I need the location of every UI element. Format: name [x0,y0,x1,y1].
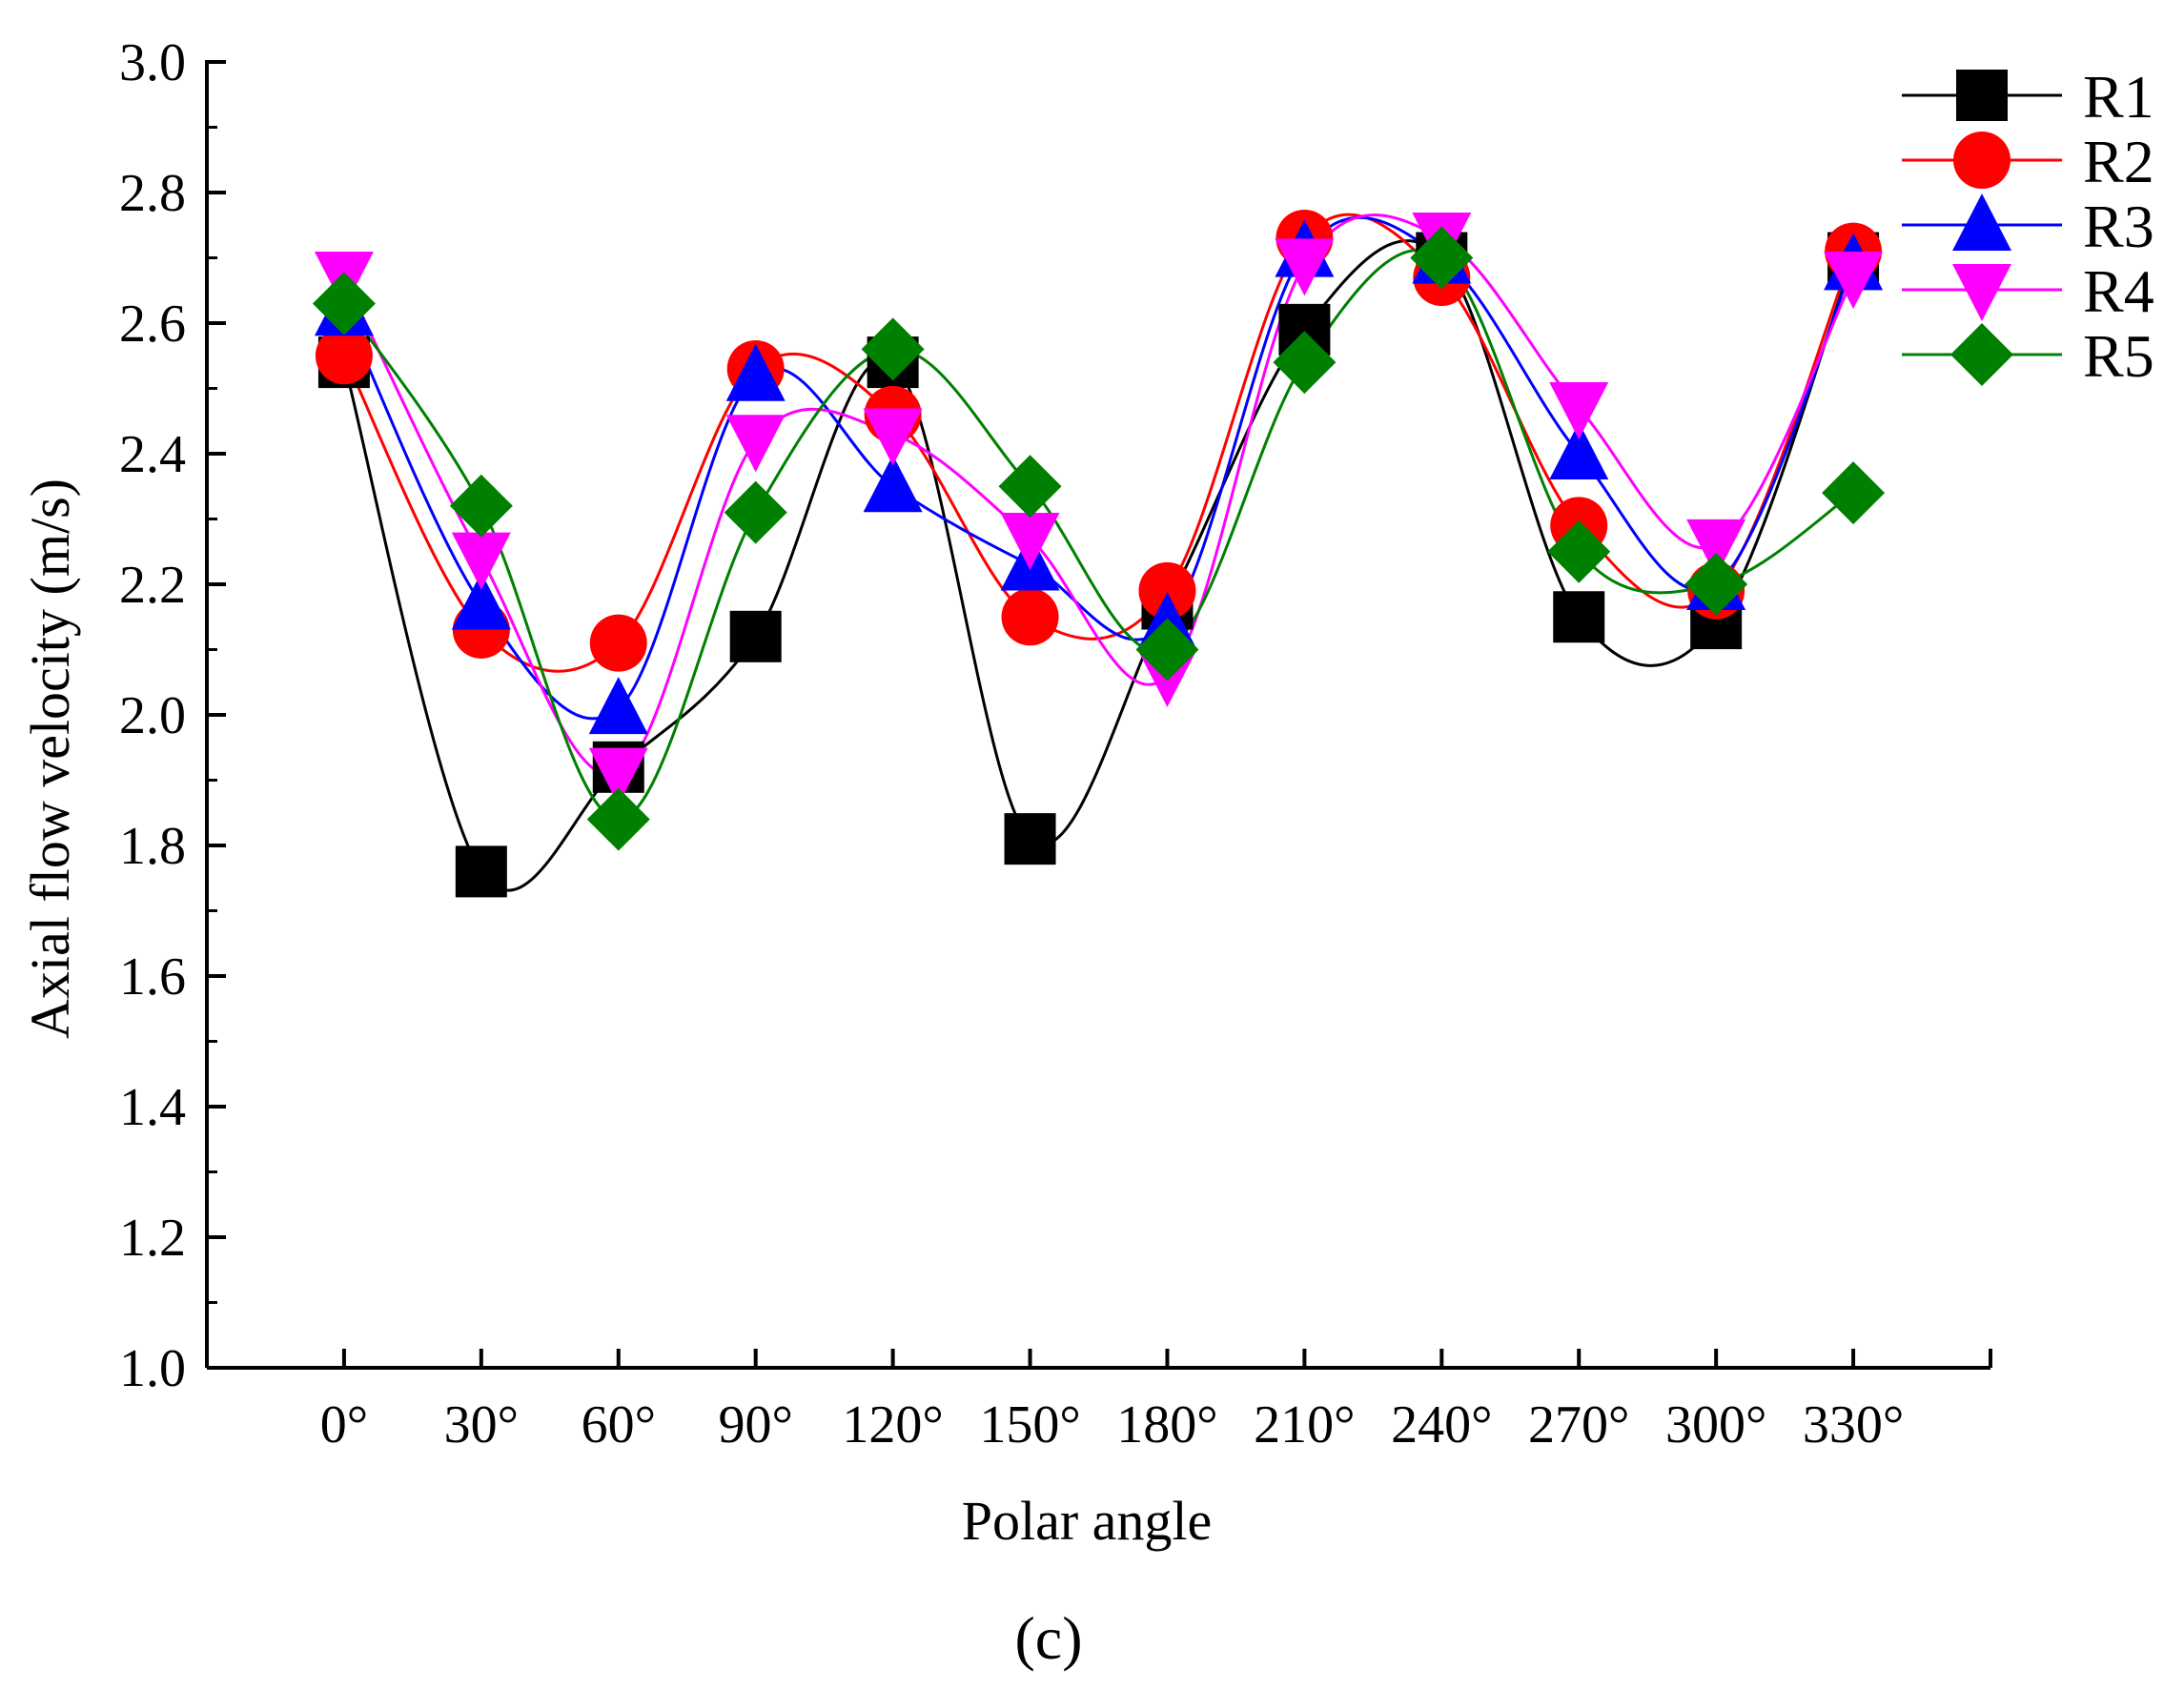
series-r4-curve [342,214,1855,777]
series-r5-point [586,787,650,851]
series-r1-point [1004,813,1056,865]
legend-r5-marker [1950,323,2013,386]
series-r3-point [725,343,786,401]
series-r5-point [1822,461,1886,525]
y-tick-label: 2.8 [119,164,186,223]
series-r4-point [1549,382,1609,440]
series-r5-point [1273,331,1337,395]
legend-r1-label: R1 [2083,63,2154,131]
legend-r2-marker [1953,132,2011,189]
series-r5-point [1547,519,1611,583]
x-tick-label: 180° [1116,1395,1217,1455]
x-tick-label: 120° [842,1395,943,1455]
series-r4-point [1824,252,1884,310]
x-tick-label: 270° [1528,1395,1629,1455]
series-r4-point [1275,238,1335,296]
series-curves [342,213,1855,892]
legend-r5-label: R5 [2083,322,2154,390]
x-tick-label: 240° [1391,1395,1492,1455]
series-r5-point [861,317,925,381]
legend-r4-marker [1952,264,2011,321]
series-r5-point [1135,618,1199,682]
x-axis-title: Polar angle [962,1490,1213,1552]
y-tick-label: 2.2 [119,556,186,615]
x-tick-label: 300° [1665,1395,1766,1455]
y-tick-label: 2.0 [119,686,186,745]
y-tick-label: 1.0 [119,1339,186,1398]
series-markers [312,209,1886,898]
legend-r4-label: R4 [2083,257,2154,325]
x-tick-label: 90° [718,1395,792,1455]
series-r4-point [1000,513,1060,571]
series-r3-point [1549,422,1609,479]
series-r5-point [449,474,513,538]
series-r2-point [1138,561,1196,620]
legend-r3-marker [1952,193,2011,251]
series-r5-point [312,272,376,336]
series-r5-point [724,480,787,544]
legend-r1-marker [1956,70,2008,121]
series-r5-point [998,455,1062,519]
series-r4-point [588,747,648,805]
y-tick-label: 1.4 [119,1078,186,1137]
series-r5-point [1410,226,1474,290]
series-r4-point [451,532,511,590]
y-tick-label: 1.8 [119,817,186,876]
series-r1-point [1553,591,1605,643]
legend-r2-label: R2 [2083,128,2154,195]
series-r4-point [725,415,786,473]
series-r2-point [589,614,647,672]
y-tick-label: 2.4 [119,425,186,484]
legend-r3-label: R3 [2083,193,2154,260]
series-r5-curve [342,248,1854,822]
series-r4-point [863,408,923,466]
panel-label: (c) [1014,1604,1082,1672]
axes: 1.0 1.2 1.4 1.6 1.8 2.0 2.2 2.4 2.6 2.8 3.0 0° 30° 60… [119,33,1992,1455]
series-r3-curve [342,215,1855,721]
series-r1-point [455,845,507,898]
series-r2-curve [342,213,1855,673]
series-r1-point [729,610,782,662]
y-tick-label: 1.2 [119,1209,186,1268]
y-tick-label: 2.6 [119,295,186,354]
x-tick-label: 210° [1254,1395,1355,1455]
series-r2-point [1001,588,1059,646]
series-r1-curve [342,239,1855,892]
x-tick-label: 150° [979,1395,1080,1455]
y-axis-title: Axial flow velocity (m/s) [19,478,81,1039]
y-tick-label: 3.0 [119,33,186,92]
x-tick-label: 60° [582,1395,656,1455]
x-tick-label: 30° [444,1395,519,1455]
series-r2-point [315,327,373,385]
series-r3-point [588,677,648,735]
series-r5-point [1684,553,1748,616]
x-tick-label: 330° [1803,1395,1904,1455]
x-tick-label: 0° [320,1395,368,1455]
series-r3-point [863,455,923,513]
series-r4-point [1686,519,1746,577]
y-tick-label: 1.6 [119,947,186,1007]
series-r3-point [451,572,511,630]
